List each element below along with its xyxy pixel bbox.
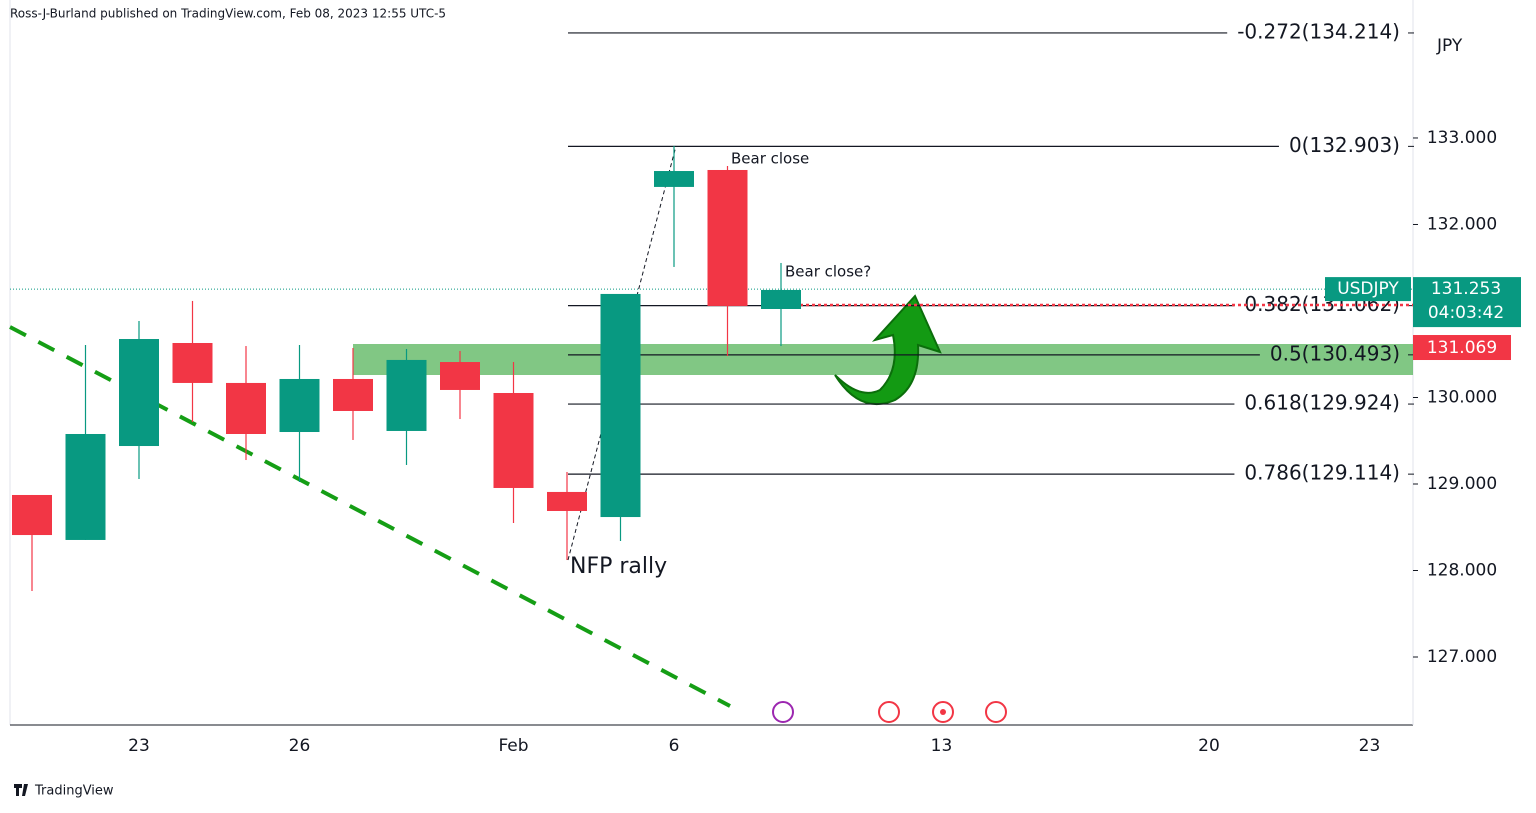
event-icon[interactable] bbox=[772, 701, 794, 723]
y-tick-label: 128.000 bbox=[1427, 561, 1497, 581]
marker-label: 131.069 bbox=[1427, 338, 1497, 358]
x-tick-label: 13 bbox=[931, 736, 953, 756]
candle-body bbox=[119, 339, 159, 447]
fib-label: -0.272(134.214) bbox=[1237, 19, 1400, 43]
candle-body bbox=[654, 171, 694, 187]
candle-body bbox=[440, 362, 480, 390]
y-tick-label: 127.000 bbox=[1427, 647, 1497, 667]
x-tick-label: Feb bbox=[498, 736, 528, 756]
symbol-label: USDJPY bbox=[1337, 279, 1399, 299]
fib-label: 0.5(130.493) bbox=[1270, 341, 1400, 365]
x-tick-label: 26 bbox=[289, 736, 311, 756]
y-tick-label: 130.000 bbox=[1427, 387, 1497, 407]
symbol-tag bbox=[1325, 277, 1411, 302]
annotation: Bear close? bbox=[785, 263, 871, 281]
candle-body bbox=[761, 289, 801, 309]
annotation: NFP rally bbox=[570, 554, 667, 579]
x-tick-label: 20 bbox=[1198, 736, 1220, 756]
events bbox=[772, 701, 1007, 723]
logo bbox=[14, 784, 28, 796]
candle-body bbox=[333, 378, 373, 411]
candle-body bbox=[493, 392, 534, 488]
price-tag bbox=[1413, 277, 1521, 328]
candle-body bbox=[386, 359, 427, 431]
event-icon[interactable] bbox=[878, 701, 900, 723]
y-tick-label: 132.000 bbox=[1427, 214, 1497, 234]
support-zone bbox=[353, 344, 1413, 375]
candle-body bbox=[12, 494, 52, 536]
candle-body bbox=[226, 382, 266, 434]
header: Ross-J-Burland published on TradingView.… bbox=[10, 7, 446, 21]
price-label: 131.253 bbox=[1431, 279, 1501, 299]
footer: TradingView bbox=[34, 784, 114, 799]
candle-body bbox=[279, 378, 320, 433]
marker-tag bbox=[1413, 335, 1511, 361]
fib-label: 0(132.903) bbox=[1289, 133, 1400, 157]
countdown-label: 04:03:42 bbox=[1428, 303, 1504, 323]
y-tick-label: 133.000 bbox=[1427, 128, 1497, 148]
candle-body bbox=[65, 433, 106, 540]
candle-body bbox=[600, 293, 641, 518]
candle-body bbox=[172, 342, 213, 383]
candle-body bbox=[547, 491, 587, 511]
currency: JPY bbox=[1436, 36, 1463, 56]
annotation: Bear close bbox=[731, 150, 809, 168]
y-tick-label: 129.000 bbox=[1427, 474, 1497, 494]
x-tick-label: 23 bbox=[1359, 736, 1381, 756]
fib-label: 0.786(129.114) bbox=[1244, 461, 1400, 485]
fib-label: 0.618(129.924) bbox=[1244, 391, 1400, 415]
event-icon[interactable] bbox=[985, 701, 1007, 723]
x-tick-label: 23 bbox=[128, 736, 150, 756]
event-dot bbox=[940, 709, 946, 715]
candle-body bbox=[707, 169, 748, 306]
x-tick-label: 6 bbox=[669, 736, 680, 756]
